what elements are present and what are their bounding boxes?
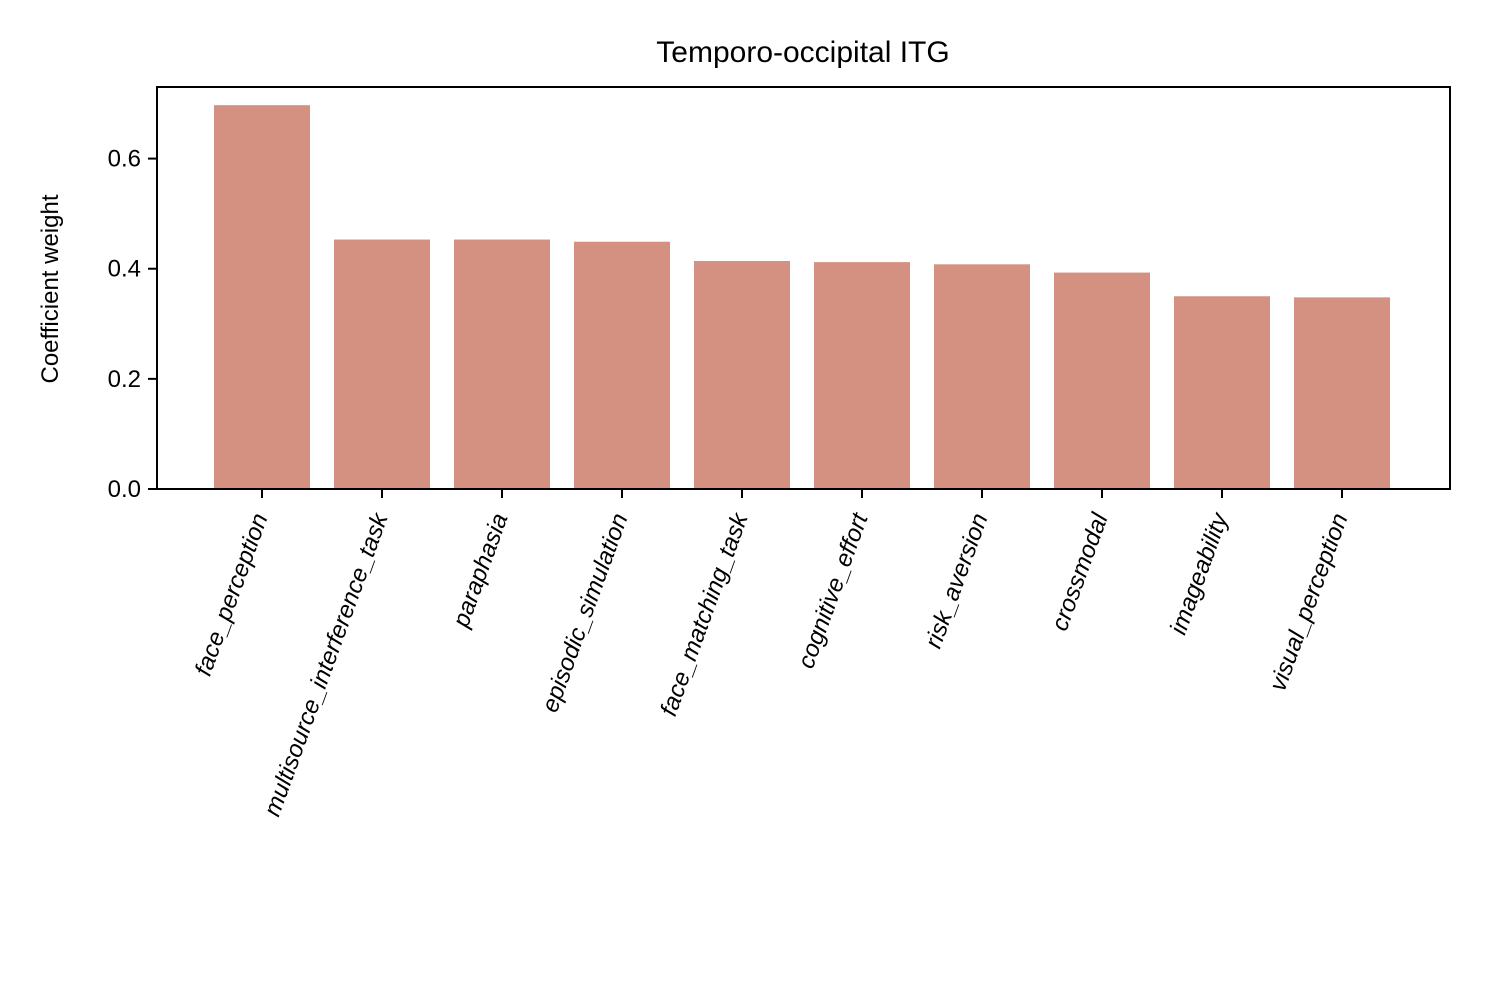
x-tick-label: episodic_simulation bbox=[537, 510, 634, 716]
x-tick-label: paraphasia bbox=[447, 510, 513, 632]
bar-visual_perception bbox=[1294, 297, 1390, 489]
y-tick-label: 0.4 bbox=[108, 256, 141, 283]
bar-face_matching_task bbox=[694, 261, 790, 489]
x-tick-label: visual_perception bbox=[1264, 510, 1353, 695]
y-tick-label: 0.6 bbox=[108, 146, 141, 173]
y-tick-label: 0.2 bbox=[108, 366, 141, 393]
x-tick-label: multisource_interference_task bbox=[259, 508, 395, 820]
bar-cognitive_effort bbox=[814, 262, 910, 489]
bar-crossmodal bbox=[1054, 272, 1150, 489]
x-tick-label: face_perception bbox=[190, 510, 274, 680]
bar-imageability bbox=[1174, 296, 1270, 489]
bar-risk_aversion bbox=[934, 264, 1030, 489]
bars-group bbox=[214, 105, 1390, 489]
x-tick-label: risk_aversion bbox=[920, 510, 994, 652]
bar-paraphasia bbox=[454, 239, 550, 489]
chart-title: Temporo-occipital ITG bbox=[656, 36, 949, 69]
bar-multisource_interference_task bbox=[334, 239, 430, 489]
x-tick-label: crossmodal bbox=[1046, 509, 1114, 634]
plot-area-frame bbox=[156, 86, 1451, 490]
bar-face_perception bbox=[214, 105, 310, 489]
y-tick-label: 0.0 bbox=[108, 476, 141, 503]
x-tick-label: imageability bbox=[1165, 508, 1234, 638]
y-axis-label: Coefficient weight bbox=[37, 194, 64, 383]
bar-episodic_simulation bbox=[574, 241, 670, 489]
x-tick-label: cognitive_effort bbox=[793, 509, 874, 672]
x-tick-label: face_matching_task bbox=[655, 508, 754, 720]
